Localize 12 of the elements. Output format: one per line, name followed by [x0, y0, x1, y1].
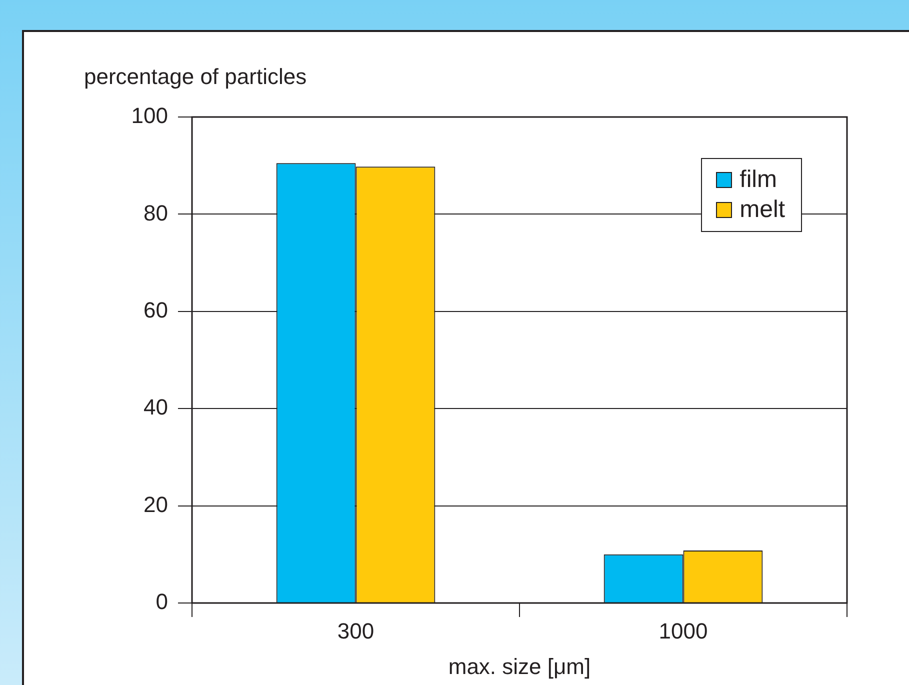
y-tick-label: 40 [144, 394, 168, 420]
y-tick-label: 0 [156, 589, 168, 614]
x-tick-label: 300 [337, 618, 374, 644]
y-tick-label: 80 [144, 200, 168, 226]
y-tick-label: 60 [144, 297, 168, 322]
legend-label: melt [740, 195, 785, 225]
x-tick-label: 1000 [658, 618, 708, 644]
y-tick-label: 20 [144, 492, 168, 517]
y-axis-title: percentage of particles [84, 64, 307, 90]
x-axis-title: max. size [μm] [448, 654, 591, 679]
legend-label: film [740, 165, 777, 195]
y-tick-label: 100 [131, 103, 168, 128]
